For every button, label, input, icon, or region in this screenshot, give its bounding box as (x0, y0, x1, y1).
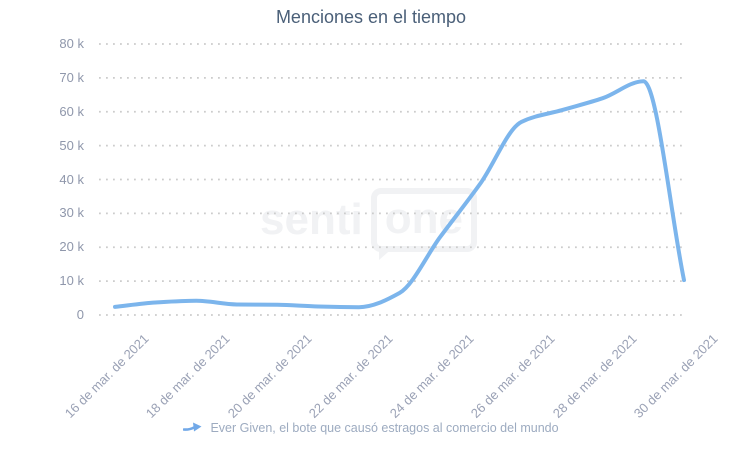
watermark-text-senti: senti (260, 195, 363, 244)
y-tick-label: 50 k (59, 137, 84, 153)
mentions-line-series[interactable] (113, 79, 686, 310)
watermark-bubble: one (370, 188, 477, 260)
legend-label: Ever Given, el bote que causó estragos a… (210, 421, 559, 435)
y-tick-label: 20 k (59, 239, 84, 255)
y-tick-label: 80 k (59, 36, 84, 51)
trend-arrow-icon (183, 422, 202, 432)
y-tick-label: 70 k (59, 69, 84, 85)
y-tick-label: 40 k (59, 171, 84, 187)
legend-item[interactable]: Ever Given, el bote que causó estragos a… (0, 421, 742, 435)
watermark-bubble-tail-icon (378, 246, 395, 260)
y-tick-label: 30 k (59, 205, 84, 221)
watermark-text-one: one (384, 194, 463, 243)
chart-title: Menciones en el tiempo (275, 7, 467, 27)
y-tick-label: 60 k (59, 103, 84, 119)
sentione-watermark: senti one (260, 188, 477, 260)
y-tick-label: 10 k (59, 273, 84, 289)
y-tick-label: 0 (76, 307, 84, 322)
